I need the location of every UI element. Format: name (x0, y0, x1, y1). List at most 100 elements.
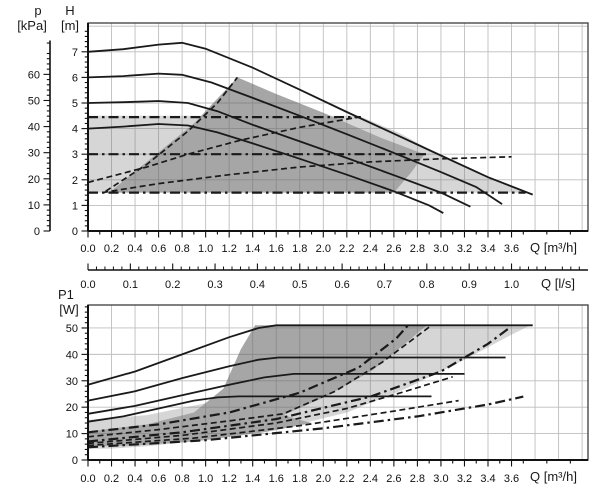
svg-text:2: 2 (72, 175, 78, 187)
svg-text:0.9: 0.9 (462, 279, 477, 291)
svg-text:3.6: 3.6 (504, 473, 519, 485)
svg-text:0.5: 0.5 (292, 279, 307, 291)
flow-axis-title-ls: Q [l/s] (541, 276, 575, 291)
proportional-pressure-mid (87, 116, 359, 184)
svg-text:3.2: 3.2 (457, 473, 472, 485)
svg-text:20: 20 (28, 174, 40, 186)
power-dashdot-1 (87, 324, 409, 434)
power-curve-2 (87, 356, 506, 402)
svg-text:2.0: 2.0 (316, 473, 331, 485)
svg-text:0.6: 0.6 (151, 243, 166, 255)
kpa-tick-labels: 0 10 20 30 40 50 60 (28, 69, 40, 238)
svg-text:0.4: 0.4 (250, 279, 265, 291)
power-vs-flow-chart-ticks (81, 306, 571, 467)
pressure-axis-title: p (34, 3, 42, 18)
power-vs-flow-chart-grid (88, 305, 588, 460)
svg-text:2.4: 2.4 (363, 243, 378, 255)
svg-text:1.0: 1.0 (504, 279, 519, 291)
head-axis-title: H (65, 3, 75, 18)
svg-text:1.8: 1.8 (292, 243, 307, 255)
svg-text:3.2: 3.2 (457, 243, 472, 255)
svg-text:0.4: 0.4 (127, 473, 142, 485)
power-curve-3 (87, 372, 465, 415)
svg-text:2.2: 2.2 (339, 243, 354, 255)
svg-text:3.4: 3.4 (480, 473, 495, 485)
svg-text:0.1: 0.1 (123, 279, 138, 291)
speed-curve-1 (87, 41, 534, 196)
svg-text:20: 20 (66, 402, 78, 414)
svg-text:6: 6 (72, 72, 78, 84)
svg-text:4: 4 (72, 124, 78, 136)
svg-text:0.7: 0.7 (377, 279, 392, 291)
svg-text:40: 40 (28, 122, 40, 134)
head-vs-flow-chart-grid (88, 23, 588, 231)
svg-text:30: 30 (28, 148, 40, 160)
pressure-axis-unit: [kPa] (17, 18, 47, 33)
head-vs-flow-chart: 0.0 0.2 0.4 0.6 0.8 1.0 1.2 1.4 1.6 1.8 2.0 2.2 2.4 2… (72, 22, 589, 255)
power-axis-unit: [W] (59, 302, 79, 317)
proportional-pressure-steep (105, 76, 239, 193)
svg-text:0.0: 0.0 (80, 243, 95, 255)
svg-text:0: 0 (34, 226, 40, 238)
svg-text:1: 1 (72, 200, 78, 212)
svg-text:0.8: 0.8 (419, 279, 434, 291)
power-dashed-1 (87, 324, 433, 438)
svg-text:1.6: 1.6 (269, 243, 284, 255)
kpa-ruler: 0 10 20 30 40 50 60 (28, 40, 51, 238)
svg-text:0.8: 0.8 (174, 243, 189, 255)
svg-text:0.8: 0.8 (174, 473, 189, 485)
svg-text:2.0: 2.0 (316, 243, 331, 255)
speed-curve-4 (87, 123, 444, 214)
head-axis-unit: [m] (60, 18, 80, 33)
head-vs-flow-chart-tick-labels: 0.0 0.2 0.4 0.6 0.8 1.0 1.2 1.4 1.6 1.8 2.0 2.2 2.4 2… (72, 47, 519, 255)
svg-text:1.0: 1.0 (198, 473, 213, 485)
power-axis-title: P1 (58, 287, 74, 302)
power-dashed-3 (87, 399, 459, 447)
svg-text:2.6: 2.6 (386, 243, 401, 255)
flow-axis-title-bottom: Q [m³/h] (530, 469, 577, 484)
head-vs-flow-chart-regions (88, 77, 527, 193)
speed-curve-2 (87, 72, 503, 205)
power-vs-flow-chart-series (87, 324, 533, 449)
svg-text:0.0: 0.0 (80, 279, 95, 291)
svg-text:2.8: 2.8 (410, 243, 425, 255)
svg-text:30: 30 (66, 376, 78, 388)
svg-text:0.2: 0.2 (165, 279, 180, 291)
svg-text:1.2: 1.2 (222, 243, 237, 255)
svg-text:1.6: 1.6 (269, 473, 284, 485)
svg-text:3.0: 3.0 (433, 473, 448, 485)
power-curve-1 (87, 324, 533, 386)
svg-text:40: 40 (66, 349, 78, 361)
power-dashed-2 (87, 375, 453, 445)
svg-text:3.6: 3.6 (504, 243, 519, 255)
svg-text:2.6: 2.6 (386, 473, 401, 485)
svg-text:2.2: 2.2 (339, 473, 354, 485)
head-vs-flow-chart-series (87, 41, 534, 214)
svg-text:0.6: 0.6 (334, 279, 349, 291)
svg-text:0.6: 0.6 (151, 473, 166, 485)
svg-text:0: 0 (72, 226, 78, 238)
svg-text:3: 3 (72, 149, 78, 161)
svg-text:0.0: 0.0 (80, 473, 95, 485)
proportional-pressure-low (101, 155, 512, 194)
svg-text:3.0: 3.0 (433, 243, 448, 255)
svg-text:60: 60 (28, 69, 40, 81)
svg-text:0.2: 0.2 (104, 243, 119, 255)
svg-text:0.2: 0.2 (104, 473, 119, 485)
power-vs-flow-chart-tick-labels: 0.0 0.2 0.4 0.6 0.8 1.0 1.2 1.4 1.6 1.8 2.0 2.2 2.4 2… (66, 323, 519, 485)
speed-curve-3 (87, 100, 471, 208)
svg-text:2.4: 2.4 (363, 473, 378, 485)
svg-text:50: 50 (66, 323, 78, 335)
svg-text:5: 5 (72, 98, 78, 110)
svg-text:1.4: 1.4 (245, 473, 260, 485)
svg-text:1.0: 1.0 (198, 243, 213, 255)
svg-text:0: 0 (72, 455, 78, 467)
svg-text:50: 50 (28, 95, 40, 107)
litres-per-second-ruler: 0.0 0.1 0.2 0.3 0.4 0.5 0.6 0.7 0.8 0.9 1.0 (80, 263, 588, 291)
ls-tick-labels: 0.0 0.1 0.2 0.3 0.4 0.5 0.6 0.7 0.8 0.9 1.0 (80, 279, 519, 291)
svg-text:2.8: 2.8 (410, 473, 425, 485)
svg-text:1.4: 1.4 (245, 243, 260, 255)
svg-text:10: 10 (66, 429, 78, 441)
